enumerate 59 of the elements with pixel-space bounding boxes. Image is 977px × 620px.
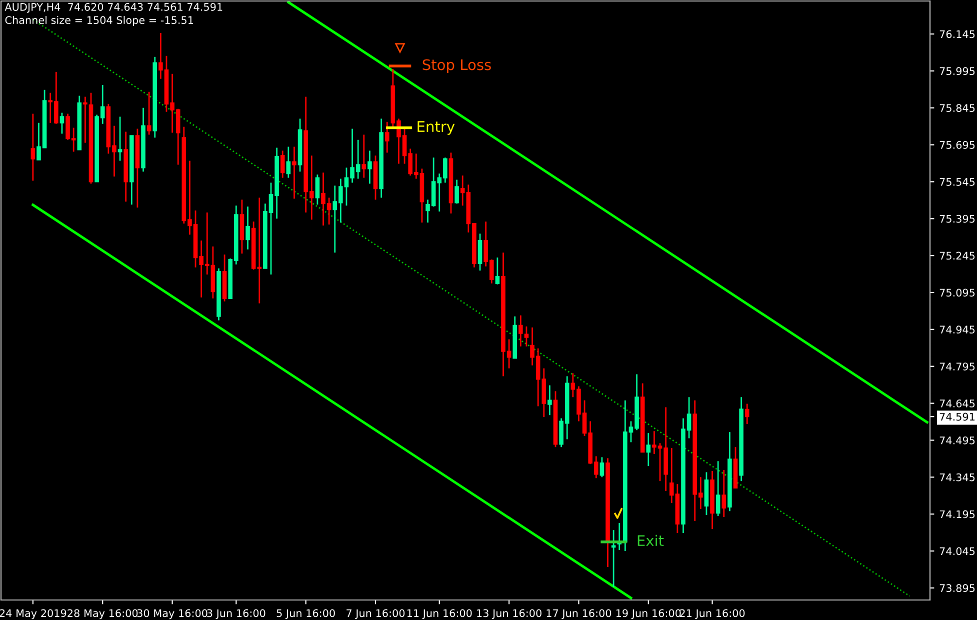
candlestick	[600, 456, 604, 478]
ref-line-label: Stop Loss	[422, 59, 491, 74]
x-tick-label: 19 Jun 16:00	[616, 609, 681, 620]
y-tick-label: 73.895	[940, 584, 975, 592]
y-tick-label: 74.795	[940, 362, 975, 370]
x-tick-label: 5 Jun 16:00	[276, 609, 335, 620]
x-tick-label: 21 Jun 16:00	[680, 609, 745, 620]
x-tick-label: 17 Jun 16:00	[546, 609, 612, 620]
x-tick-label: 3 Jun 16:00	[207, 609, 266, 620]
candlestick	[60, 112, 64, 134]
candlestick	[362, 134, 366, 178]
y-tick-label: 76.145	[940, 30, 975, 38]
candlestick	[30, 113, 36, 182]
y-tick-label: 74.345	[940, 473, 975, 482]
candlestick	[83, 96, 88, 144]
candlestick	[478, 232, 482, 272]
candlestick	[315, 174, 320, 206]
x-tick-label: 11 Jun 16:00	[407, 609, 472, 620]
y-tick-label: 74.195	[940, 510, 975, 518]
x-tick-label: 24 May 2019	[0, 609, 66, 620]
y-tick-label: 74.495	[940, 436, 975, 444]
candlestick	[524, 326, 529, 348]
x-tick-label: 7 Jun 16:00	[346, 609, 405, 620]
text: Channel size = 1504 Slope = -15.51	[5, 16, 194, 26]
candlestick	[744, 403, 750, 425]
candlestick	[495, 256, 500, 286]
candlestick	[292, 146, 296, 200]
x-tick-label: 13 Jun 16:00	[477, 609, 542, 620]
y-tick-label: 74.045	[940, 547, 975, 556]
y-tick-label: 75.545	[940, 178, 975, 186]
candlestick	[368, 150, 372, 184]
y-tick-label: 75.395	[940, 214, 975, 223]
ref-line-label: Exit	[638, 534, 664, 546]
candlestick	[460, 174, 465, 206]
candlestick	[384, 121, 390, 154]
y-tick-label: 74.945	[940, 326, 975, 334]
y-tick-label: 75.095	[940, 288, 975, 297]
y-tick-label: 75.245	[940, 252, 975, 260]
candlestick	[518, 314, 523, 348]
candlestick	[280, 150, 285, 178]
candlestick	[286, 146, 291, 178]
candlestick	[548, 384, 552, 416]
candlestick	[118, 116, 122, 162]
y-tick-label: 75.845	[940, 104, 975, 112]
candlestick	[646, 432, 651, 467]
candlestick	[454, 179, 459, 204]
x-tick-label: 28 May 16:00	[68, 609, 138, 620]
candlestick	[146, 91, 152, 136]
candlestick	[722, 469, 726, 518]
candlestick	[611, 529, 616, 588]
ref-line-label: Entry	[418, 121, 455, 135]
y-tick-label: 75.995	[940, 67, 975, 76]
candlestick	[246, 206, 250, 250]
y-tick-label: 74.645	[940, 400, 975, 408]
candlestick	[716, 460, 720, 517]
y-tick-label: 74.591	[940, 412, 975, 421]
chart-title: AUDJPY,H4 74.620 74.643 74.561 74.591	[4, 2, 222, 13]
x-tick-label: 30 May 16:00	[137, 609, 208, 620]
y-tick-label: 75.695	[940, 141, 975, 149]
